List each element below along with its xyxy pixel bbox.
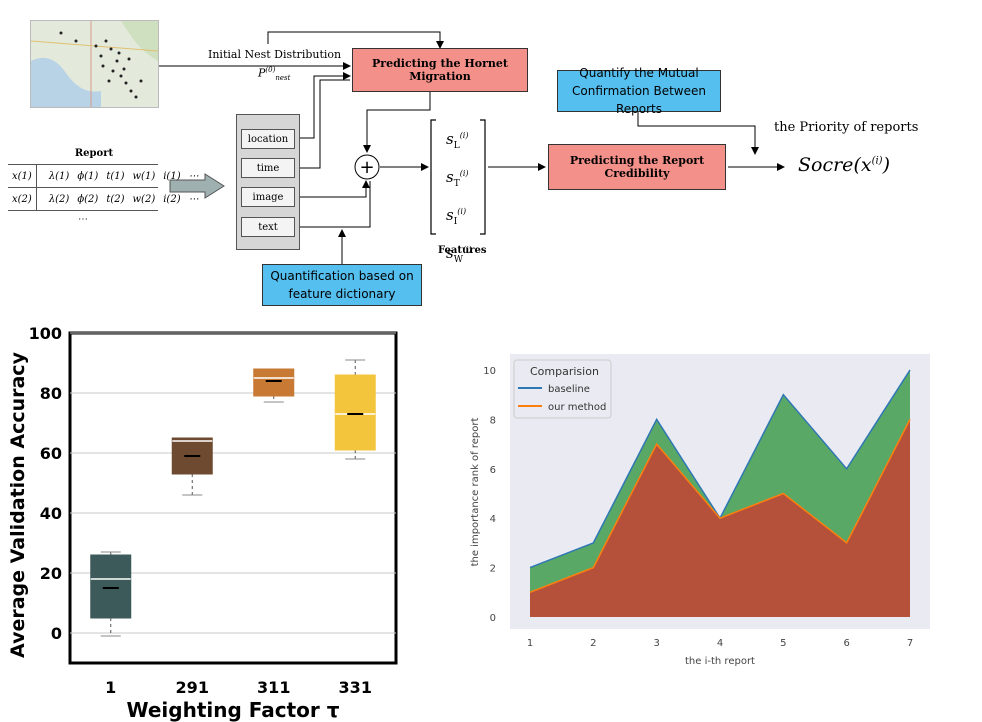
map-icon	[31, 21, 158, 107]
area-line-our-method	[529, 419, 911, 593]
boxplot-ytick: 20	[40, 564, 62, 583]
features-label: Features	[438, 245, 487, 256]
boxplot-ytick: 100	[29, 325, 62, 343]
area-xtick: 5	[780, 638, 786, 649]
boxplot-xlabel: Weighting Factor τ	[127, 698, 340, 722]
area-xtick: 2	[590, 638, 596, 649]
boxplot-box	[253, 368, 295, 397]
hornet-migration-box: Predicting the Hornet Migration	[352, 48, 528, 92]
area-ylabel: the importance rank of report	[470, 418, 481, 567]
legend-baseline: baseline	[548, 384, 590, 395]
feature-panel: location time image text	[236, 114, 300, 250]
area-xtick: 3	[653, 638, 659, 649]
diagram-connectors: +	[158, 31, 785, 264]
report-credibility-box: Predicting the Report Credibility	[548, 144, 726, 190]
initial-nest-label: Initial Nest Distribution	[208, 48, 342, 61]
area-ytick: 10	[483, 366, 496, 377]
boxplot-ylabel: Average Validation Accuracy	[7, 351, 29, 658]
p-nest-label: P(0)nest	[258, 66, 291, 82]
area-xtick: 6	[843, 638, 849, 649]
report-title: Report	[74, 148, 114, 159]
nest-map-image	[30, 20, 159, 108]
plus-symbol: +	[359, 157, 374, 178]
area-ytick: 0	[490, 613, 496, 624]
area-ytick: 4	[490, 514, 496, 525]
boxplot-box	[90, 554, 132, 619]
area-ytick: 6	[490, 465, 496, 476]
report-table: x(1) λ(1) ϕ(1) t(1) w(1) i(1) ⋯ x(2) λ(2) ϕ(…	[8, 164, 199, 229]
area-ytick: 2	[490, 564, 496, 575]
boxplot-xtick: 291	[176, 678, 209, 697]
boxplot-box	[334, 374, 376, 451]
quantification-box: Quantification based on feature dictiona…	[262, 264, 422, 306]
boxplot-chart: Average Validation Accuracy Weighting Fa…	[7, 325, 398, 722]
boxplot-ytick: 60	[40, 444, 62, 463]
area-xtick: 4	[717, 638, 723, 649]
legend-title: Comparision	[530, 365, 599, 378]
feature-text: text	[241, 217, 295, 237]
boxplot-xtick: 1	[105, 678, 116, 697]
quantify-mutual-box: Quantify the Mutual Confirmation Between…	[557, 66, 721, 116]
area-ytick: 8	[490, 415, 496, 426]
area-xlabel: the i-th report	[685, 656, 755, 667]
legend-our-method: our method	[548, 402, 606, 413]
boxplot-ytick: 40	[40, 504, 62, 523]
feature-vector: sL(i) sT(i) sI(i) sW(i)	[446, 130, 472, 265]
priority-label: the Priority of reports	[774, 120, 919, 135]
area-legend: Comparision baseline our method	[513, 359, 612, 419]
score-formula: Socre(x(i))	[798, 154, 891, 176]
report-ellipsis: ⋯	[78, 214, 88, 225]
area-xtick: 7	[907, 638, 913, 649]
boxplot-ytick: 0	[51, 624, 62, 643]
boxplot-xtick: 311	[257, 678, 290, 697]
boxplot-xtick: 331	[339, 678, 372, 697]
report-row-1: x(1) λ(1) ϕ(1) t(1) w(1) i(1) ⋯	[8, 165, 199, 188]
area-xtick: 1	[527, 638, 533, 649]
report-row-2: x(2) λ(2) ϕ(2) t(2) w(2) i(2) ⋯	[8, 188, 199, 211]
feature-image: image	[241, 187, 295, 207]
feature-time: time	[241, 158, 295, 178]
feature-location: location	[241, 129, 295, 149]
boxplot-ytick: 80	[40, 384, 62, 403]
